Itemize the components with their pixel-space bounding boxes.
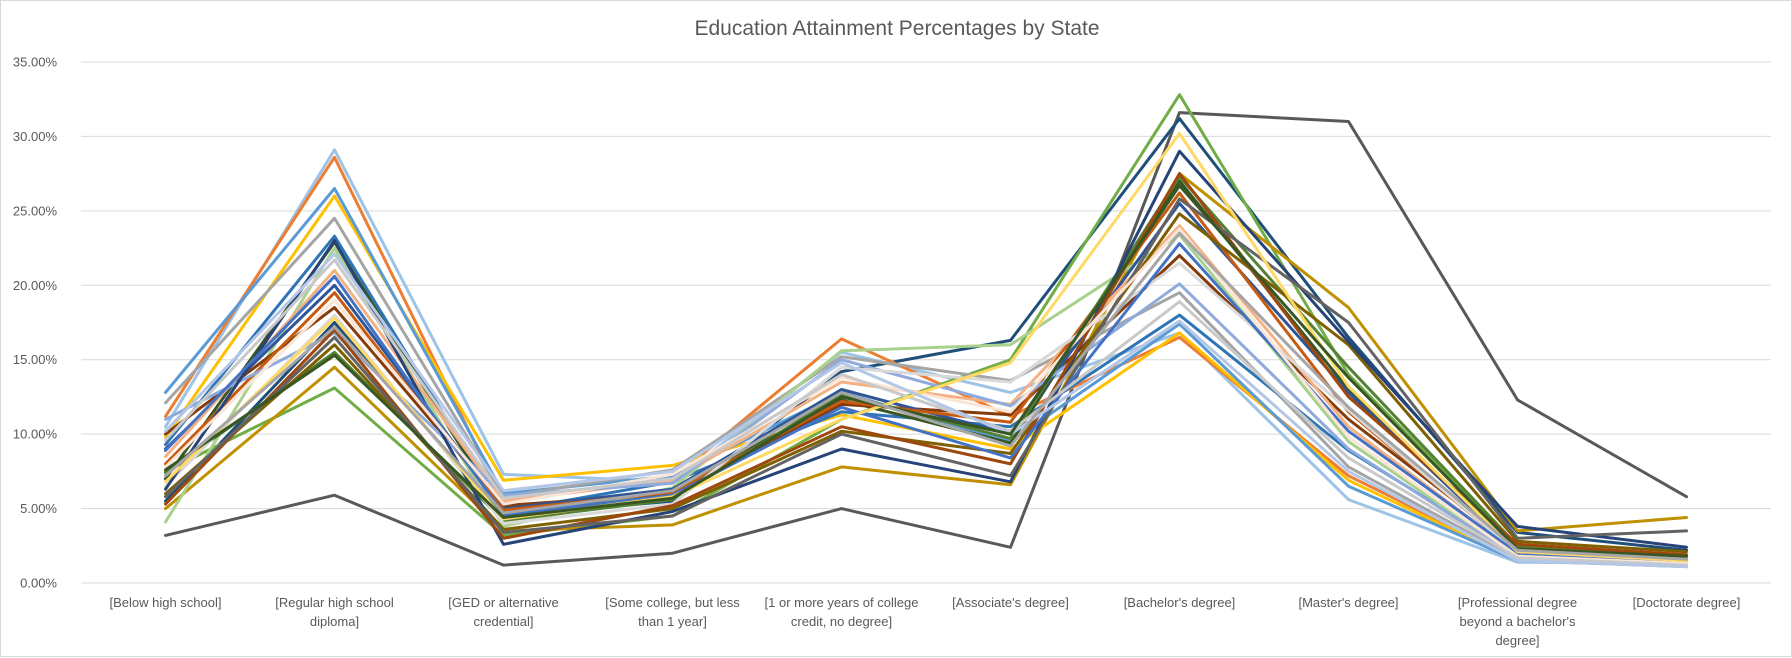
y-tick-label: 0.00%: [20, 576, 57, 591]
y-tick-label: 25.00%: [13, 203, 58, 218]
x-category-label: [Regular high school diploma]: [275, 595, 394, 629]
y-tick-label: 30.00%: [13, 129, 58, 144]
y-tick-label: 5.00%: [20, 501, 57, 516]
series-line-17: [164, 282, 1688, 567]
series-lines: [164, 93, 1688, 569]
series-line-21: [164, 149, 1688, 549]
y-axis-tick-labels: 0.00% 5.00% 10.00% 15.00% 20.00% 25.00% 30.00%…: [13, 55, 58, 591]
y-tick-label: 10.00%: [13, 427, 58, 442]
x-category-label: [Professional degree beyond a bachelor's d…: [1458, 595, 1577, 648]
series-line-1: [164, 111, 1688, 567]
x-category-label: [Some college, but less than 1 year]: [605, 595, 740, 629]
x-category-label: [GED or alternative credential]: [448, 595, 559, 629]
series-line-24: [164, 242, 1688, 563]
x-category-label: [Associate's degree]: [952, 595, 1069, 610]
series-line-9: [164, 216, 1688, 567]
x-category-label: [1 or more years of college credit, no de…: [765, 595, 919, 629]
series-line-26: [164, 258, 1688, 567]
x-category-label: [Doctorate degree]: [1633, 595, 1741, 610]
chart-title: Education Attainment Percentages by Stat…: [694, 17, 1099, 40]
series-line-29: [164, 184, 1688, 558]
series-line-3: [164, 148, 1688, 566]
x-category-label: [Master's degree]: [1298, 595, 1398, 610]
x-category-label: [Below high school]: [109, 595, 221, 610]
y-tick-label: 35.00%: [13, 55, 58, 70]
series-line-6: [164, 172, 1688, 533]
series-line-25: [164, 227, 1688, 566]
y-tick-label: 15.00%: [13, 352, 58, 367]
series-line-30: [164, 231, 1688, 561]
series-line-28: [164, 252, 1688, 569]
y-tick-label: 20.00%: [13, 278, 58, 293]
x-category-label: [Bachelor's degree]: [1124, 595, 1236, 610]
x-axis-category-labels: [Below high school] [Regular high school d…: [109, 595, 1740, 648]
